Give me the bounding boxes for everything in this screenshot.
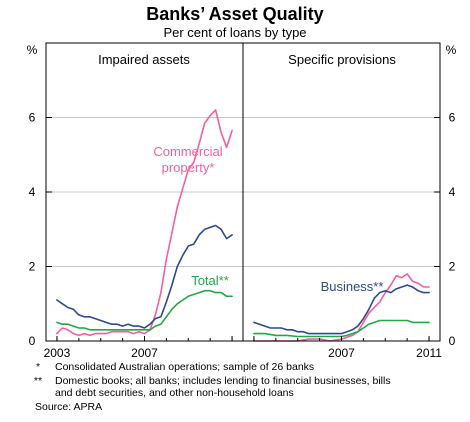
- series-line-p2-total: [253, 319, 430, 338]
- series-line-p2-business: [253, 284, 430, 335]
- x-tick-label-p2-2011: 2011: [416, 346, 442, 360]
- y-tick-label-left-2: 2: [29, 260, 36, 274]
- annotation-business: Business**: [321, 279, 384, 294]
- tick-labels: 0 0 2 2 4 4 6 6 2003 2007 2007 2011: [29, 111, 456, 361]
- y-unit-right: %: [446, 43, 457, 57]
- y-tick-label-left-0: 0: [29, 334, 36, 348]
- footnote-mark-1: *: [36, 361, 40, 373]
- y-tick-label-left-4: 4: [29, 185, 36, 199]
- x-tick-label-p2-2007: 2007: [328, 346, 355, 360]
- y-tick-label-right-0: 0: [449, 334, 456, 348]
- series-line-p1-commercial: [56, 109, 233, 337]
- panel-title-specific-provisions: Specific provisions: [288, 52, 396, 67]
- annotation-commercial: Commercial: [153, 144, 222, 159]
- source-note: Source: APRA: [35, 401, 102, 413]
- chart-subtitle: Per cent of loans by type: [163, 25, 306, 40]
- footnote-text-1: Consolidated Australian operations; samp…: [55, 361, 314, 373]
- series-line-p1-total: [56, 289, 233, 331]
- y-tick-label-right-6: 6: [449, 111, 456, 125]
- chart-title: Banks’ Asset Quality: [146, 4, 323, 24]
- x-tick-label-p1-2003: 2003: [44, 346, 71, 360]
- panel-title-impaired-assets: Impaired assets: [98, 52, 190, 67]
- footnote-text-3: and debt securities, and other non-house…: [55, 387, 294, 399]
- y-unit-left: %: [27, 43, 38, 57]
- series-line-p1-business: [56, 224, 233, 329]
- footnote-mark-2: **: [34, 375, 42, 387]
- y-tick-label-right-2: 2: [449, 260, 456, 274]
- annotation-property: property*: [162, 160, 215, 175]
- y-tick-label-left-6: 6: [29, 111, 36, 125]
- y-tick-label-right-4: 4: [449, 185, 456, 199]
- x-tick-label-p1-2007: 2007: [131, 346, 158, 360]
- footnote-text-2: Domestic books; all banks; includes lend…: [55, 375, 391, 387]
- annotation-total: Total**: [191, 273, 229, 288]
